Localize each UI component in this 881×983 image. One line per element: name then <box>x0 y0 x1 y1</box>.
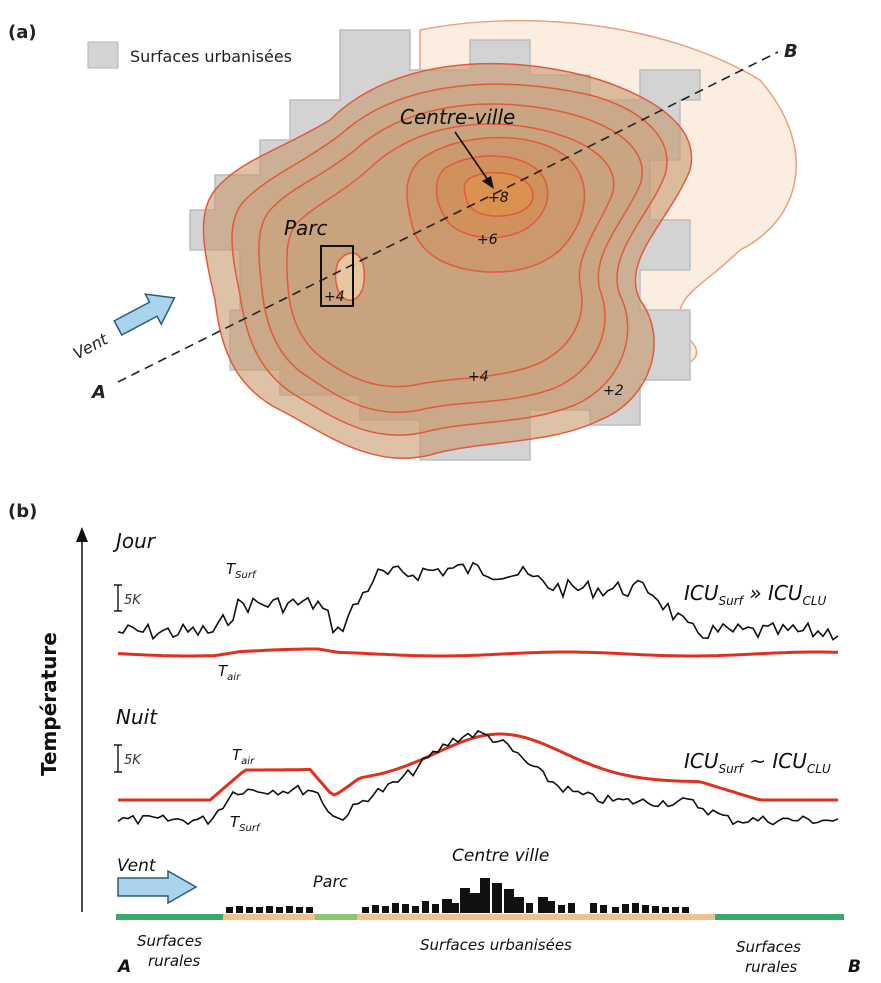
rural-left-label-line2: rurales <box>148 952 200 970</box>
building <box>480 878 490 913</box>
rural-right-label-line2: rurales <box>745 958 797 976</box>
day-icu-relation: ICUSurf » ICUCLU <box>684 581 827 608</box>
night-label: Nuit <box>116 705 158 729</box>
building <box>382 906 389 913</box>
point-b-label: B <box>784 41 798 62</box>
transect-line <box>117 51 779 383</box>
panel-a-label: (a) <box>8 22 37 43</box>
building <box>236 906 243 913</box>
building <box>452 903 459 913</box>
night-icu-relation: ICUSurf ~ ICUCLU <box>684 749 831 776</box>
day-scale-label: 5K <box>124 593 142 608</box>
building <box>568 903 575 913</box>
building <box>590 903 597 913</box>
wind-arrow-b <box>117 869 198 905</box>
isotherm-label-edge: +2 <box>603 383 624 399</box>
building <box>504 889 514 913</box>
building <box>514 897 524 913</box>
isotherm-label-center: +8 <box>488 190 509 206</box>
ground-rural-right <box>715 914 844 920</box>
building <box>632 903 639 913</box>
wind-arrow-a <box>113 293 176 337</box>
temperature-axis-label: Température <box>37 632 61 776</box>
building <box>422 901 429 913</box>
wind-label-b: Vent <box>117 856 157 876</box>
point-a-label: A <box>90 382 106 403</box>
building <box>226 907 233 913</box>
panel-b: (b) Température Jour 5K TSurf Tair ICUSu… <box>8 501 861 977</box>
building <box>662 907 669 913</box>
building <box>442 899 452 913</box>
building <box>362 907 369 913</box>
building <box>412 906 419 913</box>
building <box>492 883 502 913</box>
night-scale-label: 5K <box>124 753 142 768</box>
building <box>460 888 470 913</box>
isotherm-label-outer: +4 <box>468 369 489 385</box>
building <box>622 904 629 913</box>
rural-left-label-line1: Surfaces <box>137 932 202 950</box>
isotherm-2 <box>231 83 668 436</box>
night-t-surf-curve <box>117 729 839 826</box>
building <box>672 907 679 913</box>
building <box>558 905 565 913</box>
building <box>286 906 293 913</box>
isotherm-8 <box>463 171 534 217</box>
building <box>266 906 273 913</box>
panel-a: (a) Surfaces urbanisées A B Parc Centre-… <box>8 19 798 461</box>
rural-right-label-line1: Surfaces <box>736 938 801 956</box>
day-label: Jour <box>112 529 157 553</box>
ground-park <box>315 914 357 920</box>
urban-surfaces-label: Surfaces urbanisées <box>420 936 572 954</box>
park-label-b: Parc <box>313 872 348 891</box>
building <box>526 903 533 913</box>
building <box>682 907 689 913</box>
day-t-air-curve <box>117 647 839 658</box>
building <box>652 906 659 913</box>
point-b-label-b: B <box>848 957 861 977</box>
legend-label-urban: Surfaces urbanisées <box>130 47 292 66</box>
panel-b-label: (b) <box>8 501 37 522</box>
building <box>276 907 283 913</box>
night-t-surf-label: TSurf <box>230 813 261 834</box>
isotherm-label-inner: +6 <box>477 232 498 248</box>
legend-swatch-urban <box>87 41 119 69</box>
building <box>432 904 439 913</box>
point-a-label-b: A <box>116 957 131 977</box>
building <box>246 907 253 913</box>
ground-rural-left <box>116 914 223 920</box>
city-center-pointer <box>454 131 491 184</box>
ground-urban-main <box>357 914 715 920</box>
day-t-air-label: Tair <box>218 662 241 683</box>
day-t-surf-label: TSurf <box>226 560 257 581</box>
city-center-pointer-head <box>482 176 494 189</box>
building <box>470 893 480 913</box>
building <box>402 904 409 913</box>
ground-urban-left <box>223 914 315 920</box>
city-center-label-a: Centre-ville <box>400 105 515 129</box>
park-box <box>320 245 354 307</box>
temperature-axis-arrowhead <box>76 527 88 542</box>
park-label-a: Parc <box>284 216 328 240</box>
night-t-air-label: Tair <box>232 746 255 767</box>
day-scale-bar <box>114 584 122 612</box>
building <box>548 901 555 913</box>
building <box>256 907 263 913</box>
building <box>642 905 649 913</box>
building <box>600 905 607 913</box>
building <box>296 907 303 913</box>
city-center-label-b: Centre ville <box>452 846 549 866</box>
wind-label-a: Vent <box>70 329 112 363</box>
night-t-air-curve <box>118 732 838 802</box>
building-silhouettes <box>226 878 689 913</box>
building <box>306 907 313 913</box>
isotherm-label-park: +4 <box>324 289 345 305</box>
building <box>392 903 399 913</box>
night-scale-bar <box>114 744 122 773</box>
building <box>538 897 548 913</box>
building <box>612 907 619 913</box>
building <box>372 905 379 913</box>
day-t-surf-curve <box>117 561 839 641</box>
